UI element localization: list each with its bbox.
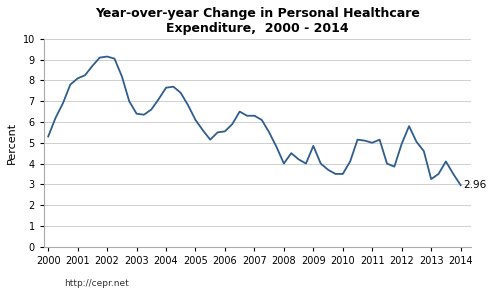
Y-axis label: Percent: Percent — [7, 122, 17, 164]
Text: http://cepr.net: http://cepr.net — [64, 279, 129, 288]
Title: Year-over-year Change in Personal Healthcare
Expenditure,  2000 - 2014: Year-over-year Change in Personal Health… — [95, 7, 420, 35]
Text: 2.96: 2.96 — [463, 180, 486, 190]
